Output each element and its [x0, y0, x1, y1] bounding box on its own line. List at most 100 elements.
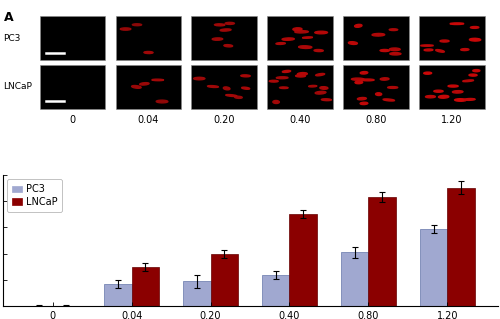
FancyBboxPatch shape [343, 65, 409, 109]
Ellipse shape [460, 48, 469, 51]
Ellipse shape [358, 98, 366, 100]
FancyBboxPatch shape [268, 16, 333, 60]
Ellipse shape [282, 38, 294, 40]
Ellipse shape [420, 45, 434, 46]
FancyBboxPatch shape [192, 16, 258, 60]
Ellipse shape [473, 70, 480, 72]
Ellipse shape [298, 46, 312, 48]
Text: LNCaP: LNCaP [4, 83, 32, 92]
Ellipse shape [390, 29, 398, 31]
Ellipse shape [302, 37, 312, 38]
Ellipse shape [426, 95, 436, 98]
Ellipse shape [273, 100, 280, 103]
FancyBboxPatch shape [116, 65, 182, 109]
Ellipse shape [194, 77, 205, 80]
Ellipse shape [452, 91, 463, 93]
FancyBboxPatch shape [343, 16, 409, 60]
Bar [420, 229, 448, 306]
Text: PC3: PC3 [4, 34, 21, 43]
Text: A: A [4, 11, 13, 24]
Ellipse shape [132, 24, 141, 26]
Ellipse shape [424, 49, 433, 51]
FancyBboxPatch shape [116, 16, 182, 60]
Bar [368, 197, 396, 306]
Ellipse shape [448, 85, 458, 87]
Ellipse shape [380, 78, 389, 80]
Ellipse shape [234, 96, 242, 98]
Ellipse shape [469, 74, 477, 76]
Ellipse shape [152, 79, 164, 81]
Ellipse shape [361, 79, 374, 81]
Ellipse shape [132, 85, 141, 88]
Ellipse shape [360, 71, 368, 74]
FancyBboxPatch shape [419, 16, 485, 60]
Ellipse shape [120, 28, 131, 30]
Bar [448, 188, 475, 306]
Text: 0.04: 0.04 [138, 115, 159, 125]
Ellipse shape [438, 95, 449, 98]
FancyBboxPatch shape [192, 65, 258, 109]
Text: 1.20: 1.20 [442, 115, 463, 125]
Ellipse shape [224, 45, 232, 47]
Ellipse shape [156, 100, 168, 103]
Ellipse shape [450, 23, 464, 25]
Ellipse shape [464, 99, 475, 100]
Ellipse shape [316, 73, 324, 76]
Ellipse shape [242, 87, 250, 89]
FancyBboxPatch shape [268, 65, 333, 109]
Ellipse shape [352, 78, 364, 80]
Ellipse shape [470, 38, 480, 41]
Ellipse shape [295, 31, 308, 33]
Ellipse shape [470, 26, 479, 28]
Ellipse shape [360, 102, 368, 105]
Ellipse shape [276, 77, 288, 79]
Bar [132, 267, 159, 306]
Ellipse shape [462, 80, 473, 82]
Ellipse shape [454, 99, 466, 101]
Ellipse shape [282, 70, 290, 72]
FancyBboxPatch shape [40, 65, 106, 109]
Ellipse shape [224, 87, 230, 90]
Ellipse shape [388, 86, 398, 88]
Ellipse shape [376, 93, 382, 95]
Ellipse shape [293, 28, 302, 31]
Bar [183, 281, 210, 306]
Ellipse shape [390, 48, 400, 51]
Ellipse shape [315, 31, 328, 34]
Text: 0.80: 0.80 [366, 115, 387, 125]
Text: 0.40: 0.40 [290, 115, 311, 125]
Ellipse shape [212, 38, 222, 40]
Bar [210, 254, 238, 306]
Ellipse shape [372, 33, 384, 36]
Ellipse shape [140, 83, 149, 85]
Bar [290, 214, 317, 306]
Text: 0.20: 0.20 [214, 115, 235, 125]
FancyBboxPatch shape [419, 65, 485, 109]
Ellipse shape [226, 94, 237, 96]
Legend: PC3, LNCaP: PC3, LNCaP [8, 180, 62, 212]
Ellipse shape [354, 24, 362, 27]
Ellipse shape [241, 75, 250, 77]
Ellipse shape [144, 51, 153, 54]
Ellipse shape [436, 49, 444, 52]
Ellipse shape [355, 81, 362, 84]
Ellipse shape [298, 72, 308, 75]
Ellipse shape [270, 80, 278, 82]
Ellipse shape [314, 49, 324, 52]
Ellipse shape [225, 22, 234, 25]
Ellipse shape [390, 53, 401, 55]
Ellipse shape [348, 42, 358, 44]
Ellipse shape [320, 87, 328, 89]
Bar [104, 284, 132, 306]
Bar [341, 252, 368, 306]
Ellipse shape [220, 29, 231, 31]
Bar [262, 275, 289, 306]
Ellipse shape [276, 42, 285, 44]
Ellipse shape [424, 72, 432, 74]
Ellipse shape [308, 85, 317, 87]
Ellipse shape [380, 49, 390, 52]
Ellipse shape [383, 99, 394, 101]
Ellipse shape [208, 85, 218, 87]
Ellipse shape [214, 24, 225, 26]
Text: 0: 0 [70, 115, 75, 125]
